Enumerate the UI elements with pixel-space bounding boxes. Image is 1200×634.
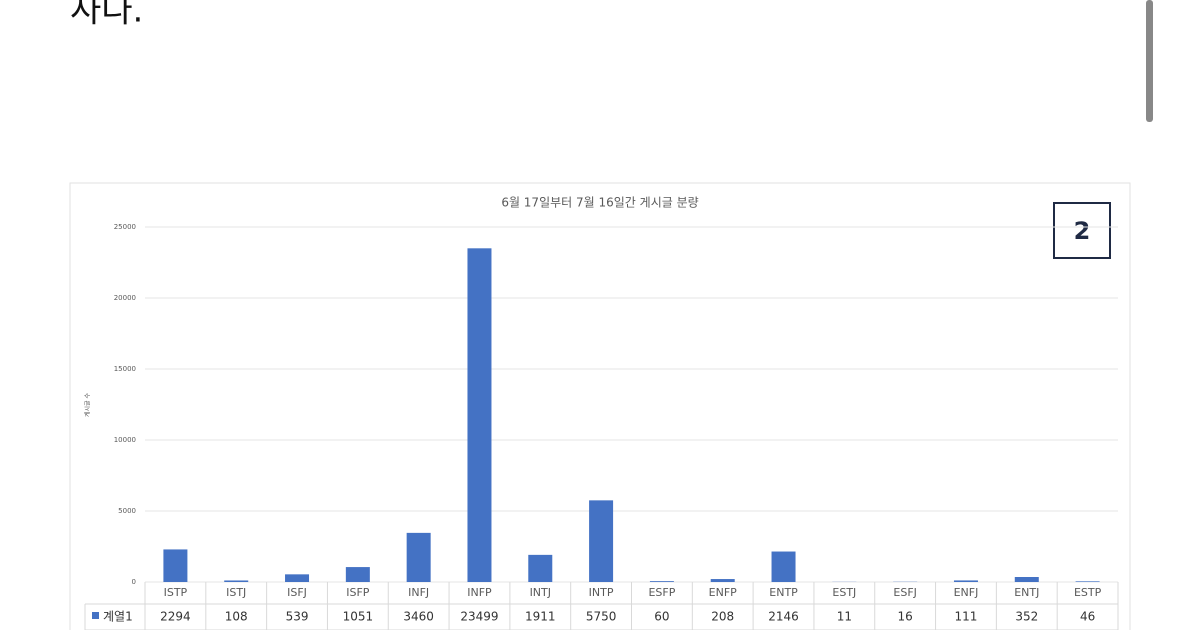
x-tick-label: ESTP: [1074, 586, 1102, 599]
y-tick-label: 25000: [114, 223, 136, 231]
x-tick-label: ENFJ: [954, 586, 979, 599]
x-tick-label: ISTP: [164, 586, 188, 599]
bar: [650, 581, 674, 582]
y-tick-label: 15000: [114, 365, 136, 373]
y-axis-title: 게시글 수: [84, 393, 92, 417]
x-tick-label: INTP: [589, 586, 614, 599]
x-tick-label: INFP: [467, 586, 492, 599]
x-tick-label: ENFP: [709, 586, 738, 599]
bar: [467, 248, 491, 582]
bar: [711, 579, 735, 582]
y-tick-label: 20000: [114, 294, 136, 302]
bar: [589, 500, 613, 582]
badge-text: 2: [1074, 217, 1091, 245]
table-value: 1911: [525, 610, 556, 624]
bar: [407, 533, 431, 582]
scrollbar[interactable]: [1146, 0, 1153, 122]
x-tick-label: ISFP: [346, 586, 370, 599]
x-tick-label: ENTP: [769, 586, 798, 599]
bar: [163, 549, 187, 582]
y-tick-label: 0: [132, 578, 136, 586]
bar: [1015, 577, 1039, 582]
table-value: 16: [898, 610, 913, 624]
x-tick-label: INFJ: [408, 586, 429, 599]
table-value: 23499: [460, 610, 498, 624]
table-value: 108: [225, 610, 248, 624]
chart-title: 6월 17일부터 7월 16일간 게시글 분량: [501, 196, 698, 210]
x-tick-label: INTJ: [530, 586, 551, 599]
y-tick-label: 10000: [114, 436, 136, 444]
bar: [346, 567, 370, 582]
table-value: 539: [286, 610, 309, 624]
bar: [772, 552, 796, 582]
legend-label: 계열1: [103, 610, 133, 624]
bar: [954, 580, 978, 582]
y-tick-label: 5000: [118, 507, 136, 515]
table-value: 1051: [343, 610, 374, 624]
table-value: 46: [1080, 610, 1095, 624]
table-value: 352: [1015, 610, 1038, 624]
table-value: 11: [837, 610, 852, 624]
x-tick-label: ESFP: [648, 586, 675, 599]
table-value: 2146: [768, 610, 799, 624]
x-tick-label: ISFJ: [287, 586, 307, 599]
x-tick-label: ESFJ: [893, 586, 917, 599]
table-value: 208: [711, 610, 734, 624]
table-value: 60: [654, 610, 669, 624]
bar: [528, 555, 552, 582]
table-value: 5750: [586, 610, 617, 624]
x-tick-label: ISTJ: [226, 586, 246, 599]
legend-swatch: [92, 612, 99, 619]
x-tick-label: ENTJ: [1014, 586, 1039, 599]
bar: [285, 574, 309, 582]
bar: [224, 580, 248, 582]
article-text: 사다.: [70, 0, 143, 31]
table-value: 3460: [403, 610, 434, 624]
bar: [1076, 581, 1100, 582]
table-value: 2294: [160, 610, 191, 624]
x-tick-label: ESTJ: [832, 586, 856, 599]
table-value: 111: [955, 610, 978, 624]
